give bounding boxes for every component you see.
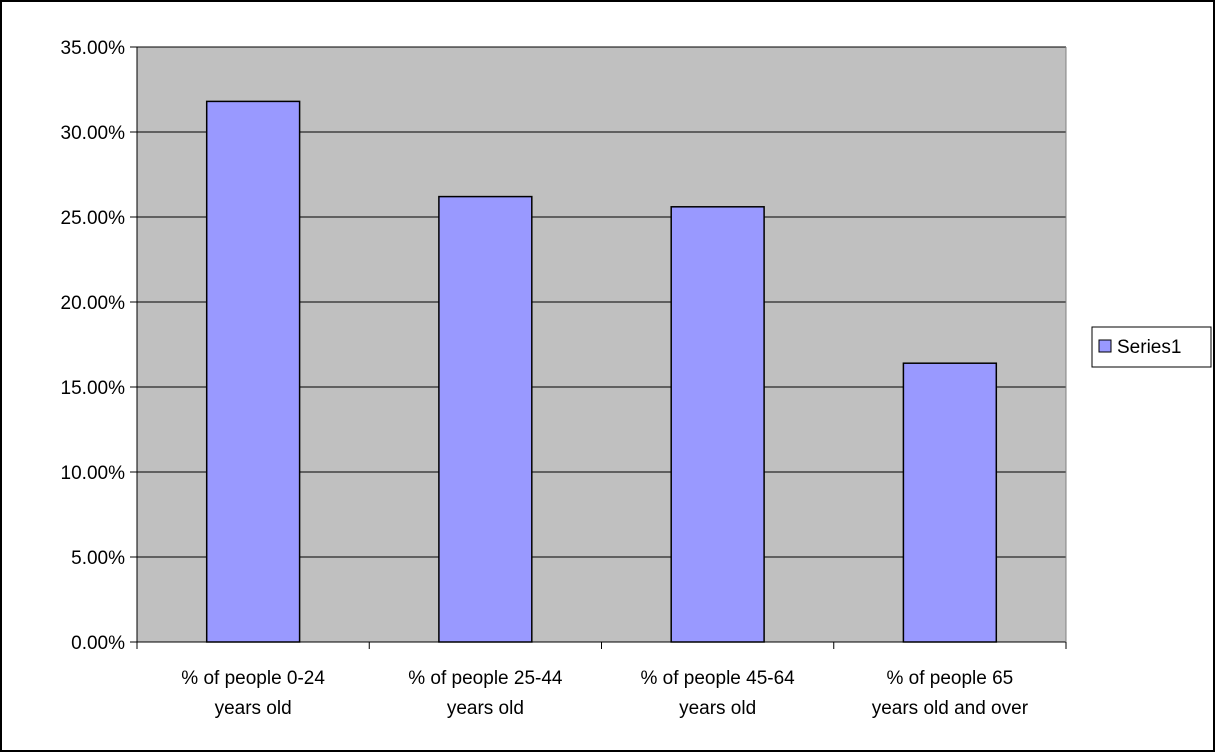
- bar-3: [670, 206, 765, 643]
- bar-1: [205, 100, 301, 643]
- y-tick-label: 25.00%: [61, 208, 126, 229]
- bar-4: [902, 362, 998, 643]
- bar-2: [438, 195, 533, 643]
- x-category-label: years old and over: [872, 698, 1029, 719]
- x-category-label: years old: [679, 698, 756, 719]
- x-category-label: % of people 25-44: [408, 668, 563, 689]
- y-tick-label: 30.00%: [61, 123, 126, 144]
- x-category-label: years old: [447, 698, 524, 719]
- x-category-label: % of people 65: [886, 668, 1013, 689]
- legend-label-series1: Series1: [1117, 337, 1181, 358]
- y-tick-label: 15.00%: [61, 378, 126, 399]
- y-tick-label: 10.00%: [61, 463, 126, 484]
- y-tick-label: 20.00%: [61, 293, 126, 314]
- legend: Series1: [1091, 326, 1212, 368]
- plot-area: 0.00% 5.00% 10.00% 15.00% 20.00% 25.00% 30.00%…: [61, 38, 1067, 719]
- y-tick-label: 35.00%: [61, 38, 126, 59]
- y-tick-label: 5.00%: [71, 548, 125, 569]
- y-tick-label: 0.00%: [71, 633, 125, 654]
- legend-box: [1091, 326, 1212, 368]
- x-category-label: % of people 45-64: [641, 668, 796, 689]
- x-category-label: years old: [215, 698, 292, 719]
- legend-swatch-series1: [1098, 339, 1112, 353]
- x-category-label: % of people 0-24: [181, 668, 325, 689]
